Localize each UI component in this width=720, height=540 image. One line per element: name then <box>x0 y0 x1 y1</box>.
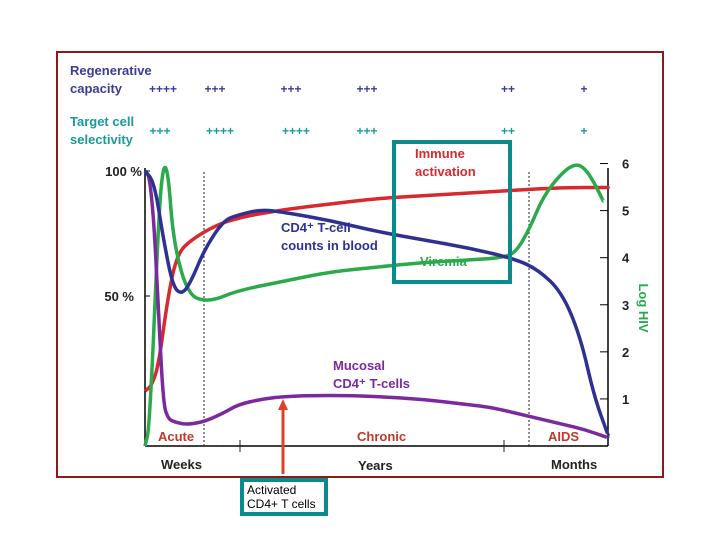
regen-value-4: +++ <box>356 82 377 96</box>
right-tick-label-4: 4 <box>622 251 630 266</box>
label-immune-1: Immune <box>415 146 465 161</box>
note-line-1: Activated <box>247 483 297 497</box>
right-axis-ticks: 1 2 3 4 5 6 <box>600 157 630 407</box>
selectivity-label-1: Target cell <box>70 114 134 129</box>
right-tick-label-3: 3 <box>622 298 629 313</box>
label-cd4-2: counts in blood <box>281 238 378 253</box>
left-tick-label-100: 100 % <box>105 164 142 179</box>
label-cd4-1: CD4⁺ T-cell <box>281 220 351 235</box>
series-line-cd4-blood <box>143 169 610 437</box>
select-value-1: +++ <box>149 124 170 138</box>
select-value-5: ++ <box>501 124 515 138</box>
select-value-2: ++++ <box>206 124 234 138</box>
regenerative-label-1: Regenerative <box>70 63 152 78</box>
right-tick-label-6: 6 <box>622 157 629 172</box>
time-years: Years <box>358 458 393 473</box>
activated-arrowhead <box>278 399 288 410</box>
series-line-viremia <box>143 163 606 447</box>
right-tick-label-1: 1 <box>622 392 629 407</box>
activated-cd4-note: Activated CD4+ T cells <box>240 478 328 516</box>
left-tick-label-50: 50 % <box>104 289 134 304</box>
label-mucosal-1: Mucosal <box>333 358 385 373</box>
note-line-2: CD4+ T cells <box>247 497 316 511</box>
label-mucosal-2: CD4⁺ T-cells <box>333 376 410 391</box>
time-months: Months <box>551 457 597 472</box>
label-viremia: Viremia <box>420 254 468 269</box>
phase-chronic: Chronic <box>357 429 406 444</box>
label-immune-2: activation <box>415 164 476 179</box>
series-line-mucosal-cd4 <box>143 169 610 440</box>
phase-aids: AIDS <box>548 429 579 444</box>
regen-value-3: +++ <box>280 82 301 96</box>
phase-acute: Acute <box>158 429 194 444</box>
select-value-3: ++++ <box>282 124 310 138</box>
regen-value-6: + <box>580 82 587 96</box>
regen-value-2: +++ <box>204 82 225 96</box>
selectivity-label-2: selectivity <box>70 132 134 147</box>
right-tick-label-5: 5 <box>622 204 629 219</box>
highlight-box <box>392 140 512 284</box>
select-value-6: + <box>580 124 587 138</box>
time-weeks: Weeks <box>161 457 202 472</box>
regen-value-5: ++ <box>501 82 515 96</box>
regenerative-label-2: capacity <box>70 81 123 96</box>
regen-value-1: ++++ <box>149 82 177 96</box>
right-axis-label: Log HIV <box>636 283 651 332</box>
select-value-4: +++ <box>356 124 377 138</box>
right-tick-label-2: 2 <box>622 345 629 360</box>
